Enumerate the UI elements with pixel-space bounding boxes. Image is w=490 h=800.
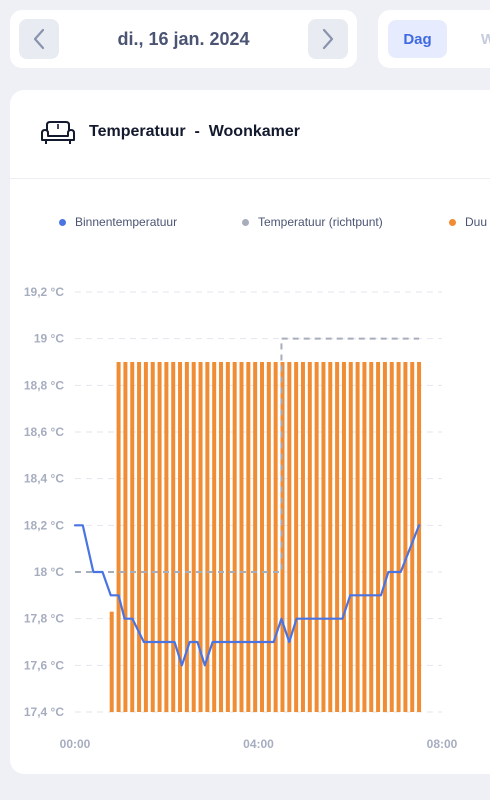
duration-bar <box>417 362 422 712</box>
previous-day-button[interactable] <box>19 19 59 59</box>
x-tick-label: 08:00 <box>427 737 458 751</box>
duration-bar <box>219 362 224 712</box>
duration-bar <box>266 362 271 712</box>
x-tick-label: 04:00 <box>243 737 274 751</box>
duration-bar <box>294 362 299 712</box>
duration-bar <box>396 362 401 712</box>
duration-bar <box>321 362 326 712</box>
sofa-icon <box>41 121 75 144</box>
duration-bar <box>143 362 148 712</box>
y-tick-label: 17,4 °C <box>24 705 64 719</box>
duration-bar <box>389 362 394 712</box>
card-header: Temperatuur - Woonkamer <box>10 90 490 179</box>
duration-bar <box>355 362 360 712</box>
duration-bar <box>109 611 114 712</box>
chevron-left-icon <box>33 28 45 50</box>
temperature-card: Temperatuur - Woonkamer Binnentemperatuu… <box>10 90 490 774</box>
duration-bar <box>259 362 264 712</box>
legend-dot <box>59 218 66 226</box>
duration-bar <box>403 362 408 712</box>
indoor-temperature-line <box>73 524 421 667</box>
duration-bar <box>376 362 381 712</box>
duration-bar <box>225 362 230 712</box>
duration-bar <box>198 362 203 712</box>
setpoint-line <box>75 337 420 573</box>
y-tick-label: 19 °C <box>34 332 64 346</box>
y-tick-label: 18,2 °C <box>24 518 64 532</box>
duration-bar <box>369 362 374 712</box>
y-tick-label: 18,8 °C <box>24 378 64 392</box>
duration-bar <box>341 362 346 712</box>
duration-bar <box>280 362 285 712</box>
tab-day[interactable]: Dag <box>388 20 447 58</box>
x-tick-label: 00:00 <box>60 737 91 751</box>
duration-bar <box>157 362 162 712</box>
duration-bar <box>307 362 312 712</box>
date-navigator: di., 16 jan. 2024 <box>10 10 357 68</box>
duration-bar <box>164 362 169 712</box>
duration-bar <box>382 362 387 712</box>
y-tick-label: 18 °C <box>34 565 64 579</box>
duration-bar <box>137 362 142 712</box>
legend-label: Duu <box>465 215 488 229</box>
duration-bar <box>212 362 217 712</box>
duration-bar <box>191 362 196 712</box>
duration-bar <box>130 362 135 712</box>
duration-bar <box>232 362 237 712</box>
legend-item-indoor[interactable]: Binnentemperatuur <box>59 215 177 229</box>
y-tick-label: 19,2 °C <box>24 285 64 299</box>
legend-dot <box>449 218 456 226</box>
chevron-right-icon <box>322 28 334 50</box>
duration-bar <box>348 362 353 712</box>
duration-bar <box>116 362 121 712</box>
duration-bar <box>300 362 305 712</box>
duration-bar <box>328 362 333 712</box>
duration-bar <box>410 362 415 712</box>
y-tick-label: 17,8 °C <box>24 612 64 626</box>
legend-label: Temperatuur (richtpunt) <box>258 215 383 229</box>
temperature-chart: 19,2 °C 19 °C 18,8 °C 18,6 °C 18,4 °C 18,2 °C… <box>24 285 458 751</box>
y-tick-label: 18,6 °C <box>24 425 64 439</box>
duration-bar <box>184 362 189 712</box>
legend-dot <box>242 218 249 226</box>
duration-bar <box>171 362 176 712</box>
duration-bar <box>239 362 244 712</box>
duration-bar <box>178 362 183 712</box>
legend-label: Binnentemperatuur <box>75 215 178 229</box>
duration-bar <box>362 362 367 712</box>
duration-bar <box>287 362 292 712</box>
range-selector: Dag W <box>378 10 490 68</box>
duration-bar <box>253 362 258 712</box>
next-day-button[interactable] <box>308 19 348 59</box>
duration-bar <box>123 362 128 712</box>
duration-bar <box>273 362 278 712</box>
legend-item-duration[interactable]: Duu <box>449 215 487 229</box>
legend-item-setpoint[interactable]: Temperatuur (richtpunt) <box>242 215 383 229</box>
y-tick-label: 17,6 °C <box>24 658 64 672</box>
current-date: di., 16 jan. 2024 <box>117 28 250 49</box>
card-title: Temperatuur - Woonkamer <box>89 123 300 140</box>
duration-bar <box>205 362 210 712</box>
duration-bar <box>335 362 340 712</box>
duration-bar <box>246 362 251 712</box>
duration-bar <box>150 362 155 712</box>
tab-week[interactable]: W <box>480 30 490 48</box>
y-tick-label: 18,4 °C <box>24 472 64 486</box>
duration-bar <box>314 362 319 712</box>
chart-legend: Binnentemperatuur Temperatuur (richtpunt… <box>10 215 490 235</box>
